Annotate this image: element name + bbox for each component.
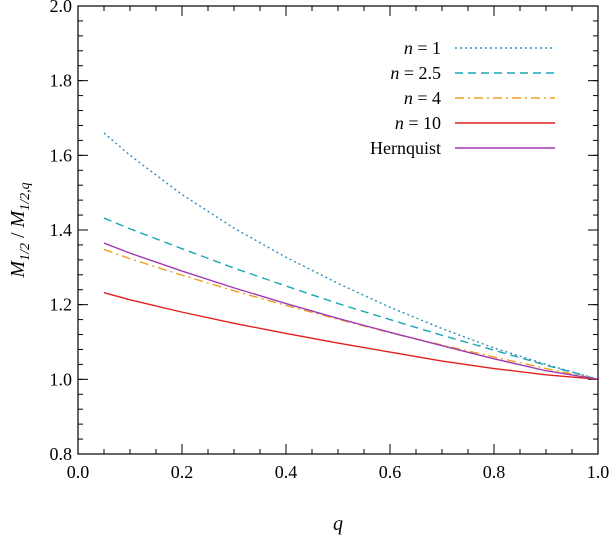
legend-label-1: n = 2.5 [390, 63, 441, 83]
y-axis-title-sub2: 1/2,q [18, 182, 33, 210]
legend-label-4: Hernquist [370, 138, 441, 158]
x-tick-label: 0.6 [379, 462, 402, 482]
x-tick-label: 0.8 [483, 462, 506, 482]
y-axis-title-m1: M [7, 260, 29, 279]
x-tick-label: 0.0 [67, 462, 90, 482]
legend-label-var: n [404, 38, 413, 58]
legend-label-text: Hernquist [370, 138, 441, 158]
legend-label-var: n [395, 113, 404, 133]
y-axis-title: M1/2 / M1/2,q [7, 182, 33, 278]
series-line-4 [103, 242, 599, 381]
y-tick-label: 1.2 [50, 295, 73, 315]
series-line-3 [103, 292, 599, 381]
y-axis-title-m2: M [7, 209, 29, 228]
legend-label-text: = 4 [413, 88, 441, 108]
y-tick-label: 2.0 [50, 0, 73, 16]
legend-label-2: n = 4 [404, 88, 441, 108]
series-line-1 [103, 217, 599, 381]
legend-label-3: n = 10 [395, 113, 441, 133]
series-line-2 [103, 248, 599, 381]
y-tick-label: 1.8 [50, 71, 73, 91]
y-axis-title-sep: / [7, 227, 29, 243]
legend-label-text: = 10 [404, 113, 441, 133]
x-tick-label: 0.4 [275, 462, 298, 482]
y-axis-title-sub1: 1/2 [18, 243, 33, 261]
plot-series [103, 132, 599, 381]
x-tick-label: 0.2 [171, 462, 194, 482]
tick-labels: 0.0 0.2 0.4 0.6 0.8 1.0 0.8 1.0 1.2 1.4 1.6 1.8 2.0 [50, 0, 610, 482]
x-axis-title: q [333, 513, 343, 535]
y-tick-label: 0.8 [50, 444, 73, 464]
legend-label-text: = 1 [413, 38, 441, 58]
series-line-0 [103, 132, 599, 381]
y-tick-label: 1.6 [50, 145, 73, 165]
legend-label-0: n = 1 [404, 38, 441, 58]
plot-frame [77, 5, 599, 455]
x-tick-label: 1.0 [587, 462, 610, 482]
legend-label-var: n [404, 88, 413, 108]
y-tick-label: 1.4 [50, 220, 73, 240]
legend-label-text: = 2.5 [399, 63, 441, 83]
y-tick-label: 1.0 [50, 369, 73, 389]
legend-label-var: n [390, 63, 399, 83]
